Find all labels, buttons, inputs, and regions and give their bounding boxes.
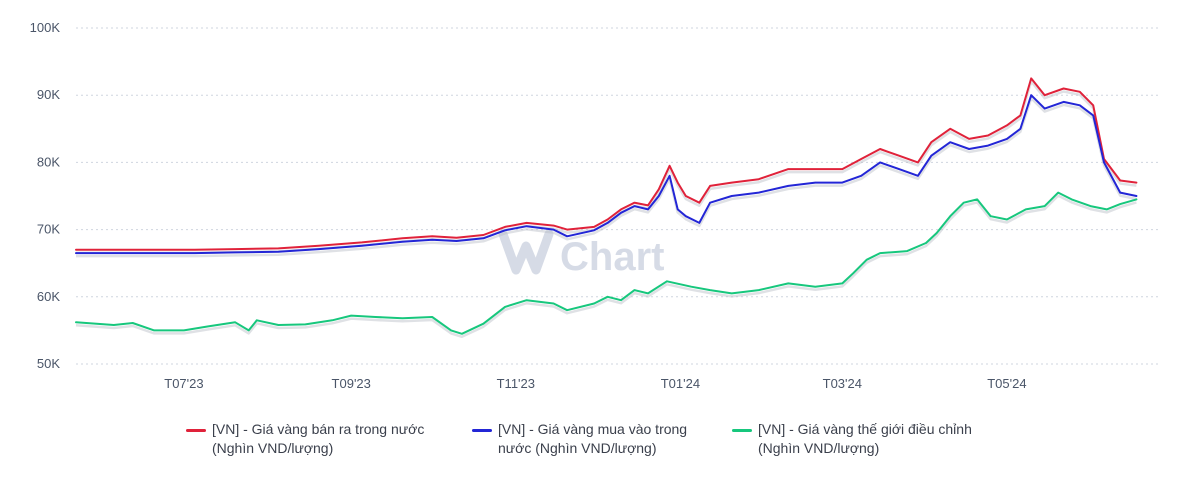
- y-tick-label: 80K: [37, 154, 60, 169]
- series-line-1[interactable]: [75, 94, 1138, 255]
- y-tick-label: 100K: [30, 20, 61, 35]
- legend-item-sell-price[interactable]: [VN] - Giá vàng bán ra trong nước (Nghìn…: [186, 420, 424, 458]
- w-logo-icon: [498, 229, 554, 275]
- legend-item-buy-price[interactable]: [VN] - Giá vàng mua vào trong nước (Nghì…: [472, 420, 687, 458]
- x-tick-label: T01'24: [661, 376, 700, 391]
- y-tick-label: 50K: [37, 356, 60, 371]
- chart-canvas: Chart 50K 60K 70K 80K 90K 100K T07'23 T09'23 T1…: [30, 20, 1158, 391]
- y-tick-label: 90K: [37, 87, 60, 102]
- legend-swatch-blue: [472, 429, 492, 432]
- legend-item-world-price[interactable]: [VN] - Giá vàng thế giới điều chỉnh (Ngh…: [732, 420, 972, 458]
- wchart-watermark: Chart: [498, 229, 664, 279]
- y-axis: 50K 60K 70K 80K 90K 100K: [30, 20, 61, 371]
- series-shadow-1: [76, 96, 1137, 258]
- grid-lines: [76, 27, 1158, 365]
- x-tick-label: T09'23: [332, 376, 371, 391]
- y-tick-label: 70K: [37, 222, 60, 237]
- legend-swatch-red: [186, 429, 206, 432]
- x-tick-label: T05'24: [987, 376, 1026, 391]
- series-lines: [75, 77, 1138, 335]
- series-line-0[interactable]: [75, 77, 1138, 251]
- series-shadow-2: [75, 194, 1137, 339]
- series-line-2[interactable]: [75, 191, 1138, 335]
- legend-label: [VN] - Giá vàng thế giới điều chỉnh (Ngh…: [758, 421, 972, 456]
- x-tick-label: T11'23: [497, 376, 535, 391]
- legend: [VN] - Giá vàng bán ra trong nước (Nghìn…: [0, 420, 1187, 490]
- legend-swatch-green: [732, 429, 752, 432]
- watermark-text: Chart: [560, 235, 664, 279]
- x-axis: T07'23 T09'23 T11'23 T01'24 T03'24 T05'24: [164, 376, 1026, 391]
- x-tick-label: T03'24: [823, 376, 862, 391]
- legend-label: [VN] - Giá vàng bán ra trong nước (Nghìn…: [212, 421, 425, 456]
- y-tick-label: 60K: [37, 289, 60, 304]
- legend-label: [VN] - Giá vàng mua vào trong nước (Nghì…: [498, 421, 688, 456]
- x-tick-label: T07'23: [164, 376, 203, 391]
